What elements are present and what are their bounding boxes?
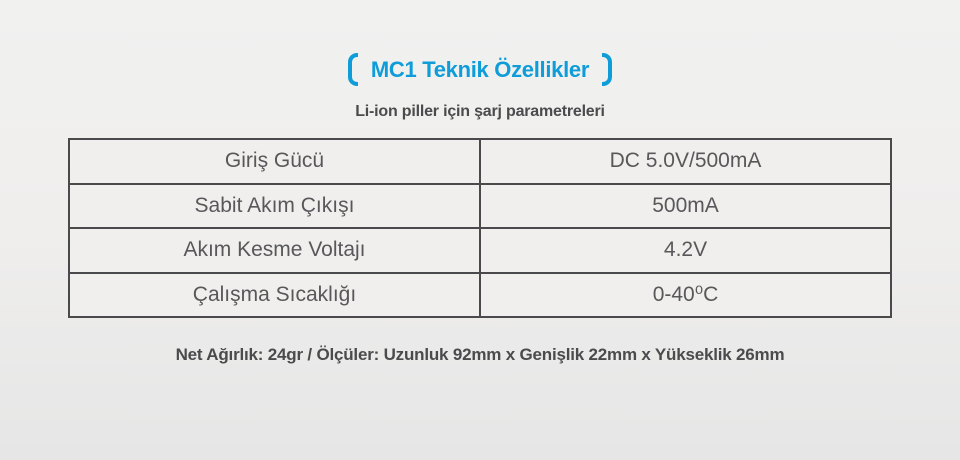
spec-table: Giriş Gücü DC 5.0V/500mA Sabit Akım Çıkı…	[68, 138, 892, 318]
table-row: Giriş Gücü DC 5.0V/500mA	[68, 138, 892, 185]
spec-label: Giriş Gücü	[68, 138, 481, 185]
table-row: Çalışma Sıcaklığı 0-40⁰C	[68, 271, 892, 318]
table-row: Akım Kesme Voltajı 4.2V	[68, 227, 892, 274]
spec-value: DC 5.0V/500mA	[479, 138, 892, 185]
page-title: MC1 Teknik Özellikler	[370, 56, 590, 82]
spec-value: 500mA	[479, 182, 892, 229]
spec-label: Çalışma Sıcaklığı	[68, 271, 481, 318]
dimensions-note: Net Ağırlık: 24gr / Ölçüler: Uzunluk 92m…	[175, 345, 785, 364]
spec-value: 4.2V	[479, 227, 892, 274]
table-row: Sabit Akım Çıkışı 500mA	[68, 182, 892, 229]
spec-label: Akım Kesme Voltajı	[68, 227, 481, 274]
right-bracket-decoration	[602, 53, 613, 86]
section-title: MC1 Teknik Özellikler	[0, 53, 960, 86]
spec-value: 0-40⁰C	[479, 271, 892, 318]
left-bracket-decoration	[347, 53, 358, 86]
spec-label: Sabit Akım Çıkışı	[68, 182, 481, 229]
page-subtitle: Li-ion piller için şarj parametreleri	[355, 103, 605, 120]
